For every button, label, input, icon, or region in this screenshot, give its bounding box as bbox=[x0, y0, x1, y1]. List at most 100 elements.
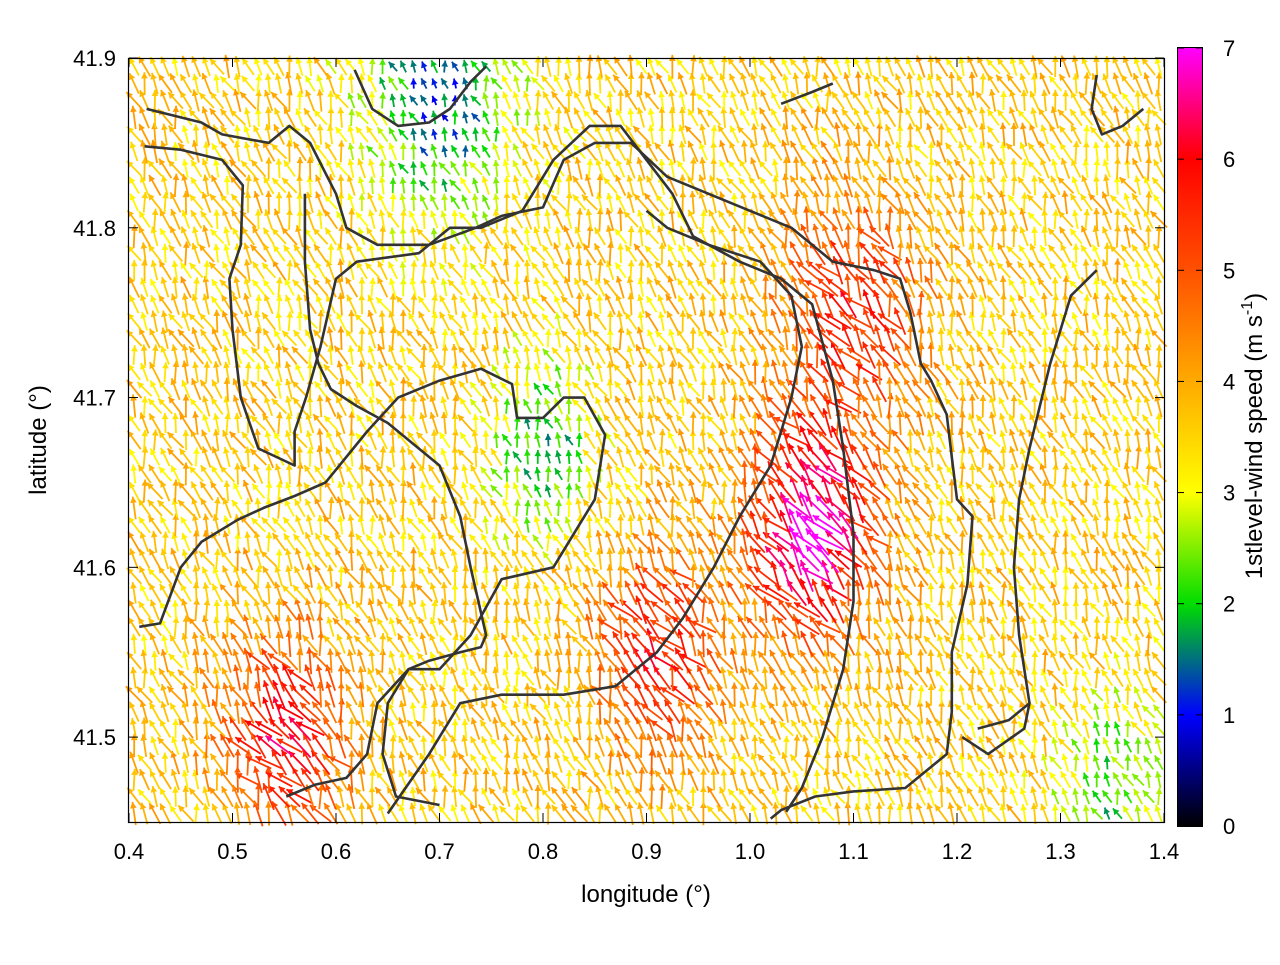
wind-vector bbox=[607, 379, 614, 399]
wind-vector bbox=[462, 261, 469, 280]
wind-vector bbox=[273, 697, 285, 727]
wind-vector bbox=[1113, 447, 1120, 467]
wind-vector bbox=[669, 496, 676, 519]
wind-vector bbox=[552, 771, 565, 788]
wind-vector bbox=[1113, 415, 1123, 431]
wind-vector bbox=[234, 533, 241, 552]
wind-vector bbox=[503, 142, 510, 161]
wind-vector bbox=[409, 415, 418, 431]
wind-vector bbox=[1104, 721, 1111, 736]
wind-vector bbox=[161, 277, 169, 297]
wind-vector bbox=[1114, 258, 1121, 282]
wind-vector bbox=[214, 600, 221, 620]
wind-vector bbox=[503, 159, 510, 177]
wind-vector bbox=[523, 91, 531, 110]
wind-vector bbox=[1114, 617, 1121, 636]
wind-vector bbox=[441, 179, 448, 192]
wind-vector bbox=[987, 586, 999, 601]
wind-vector bbox=[338, 326, 345, 350]
wind-vector bbox=[1125, 720, 1132, 737]
wind-vector bbox=[697, 348, 709, 363]
wind-vector bbox=[431, 496, 438, 519]
wind-vector bbox=[380, 446, 387, 468]
wind-vector bbox=[512, 311, 522, 331]
wind-vector bbox=[987, 278, 999, 296]
wind-vector bbox=[730, 430, 737, 450]
wind-vector bbox=[317, 310, 324, 332]
wind-vector bbox=[937, 210, 946, 229]
x-tick-label: 0.8 bbox=[528, 839, 559, 864]
wind-vector bbox=[678, 245, 686, 262]
wind-vector bbox=[555, 381, 561, 397]
wind-vector bbox=[1018, 739, 1030, 753]
wind-vector bbox=[368, 210, 375, 229]
wind-vector bbox=[730, 768, 737, 790]
wind-vector bbox=[336, 127, 347, 142]
wind-vector bbox=[1134, 516, 1141, 534]
wind-vector bbox=[1041, 226, 1048, 246]
wind-vector bbox=[368, 159, 375, 178]
wind-vector bbox=[407, 365, 421, 378]
wind-vector bbox=[1134, 209, 1141, 230]
wind-vector bbox=[864, 108, 874, 126]
wind-vector bbox=[199, 551, 214, 566]
wind-vector bbox=[596, 159, 603, 178]
wind-vector bbox=[400, 194, 407, 211]
wind-vector bbox=[1144, 396, 1152, 416]
wind-vector bbox=[407, 481, 420, 500]
wind-vector bbox=[1071, 295, 1082, 314]
wind-vector bbox=[409, 112, 419, 123]
wind-vector bbox=[1152, 178, 1165, 194]
wind-vector bbox=[534, 277, 541, 297]
wind-vector bbox=[1154, 261, 1164, 279]
wind-vector bbox=[355, 788, 369, 805]
wind-vector bbox=[255, 295, 262, 314]
wind-vector bbox=[128, 364, 140, 380]
wind-vector bbox=[514, 804, 521, 824]
wind-vector bbox=[935, 805, 948, 823]
wind-vector bbox=[1155, 755, 1163, 769]
wind-vector bbox=[191, 210, 201, 228]
wind-vector bbox=[420, 633, 427, 655]
wind-vector bbox=[1145, 191, 1152, 213]
wind-vector bbox=[586, 532, 593, 553]
wind-vector bbox=[648, 464, 655, 485]
wind-vector bbox=[213, 74, 220, 93]
wind-vector bbox=[417, 499, 431, 516]
wind-vector bbox=[533, 582, 541, 603]
wind-vector bbox=[543, 552, 553, 566]
wind-vector bbox=[461, 464, 468, 483]
wind-vector bbox=[1072, 684, 1079, 705]
wind-vector bbox=[730, 108, 739, 128]
wind-vector bbox=[564, 720, 573, 737]
wind-vector bbox=[399, 129, 408, 140]
wind-vector bbox=[150, 295, 158, 313]
wind-vector bbox=[647, 73, 655, 95]
wind-vector bbox=[162, 244, 169, 263]
wind-vector bbox=[874, 618, 886, 636]
wind-vector bbox=[1041, 734, 1048, 756]
wind-vector bbox=[1040, 517, 1049, 534]
wind-vector bbox=[150, 449, 159, 466]
wind-vector bbox=[470, 534, 482, 549]
wind-vector bbox=[1029, 482, 1040, 499]
wind-vector bbox=[460, 296, 471, 312]
wind-vector bbox=[431, 60, 437, 73]
wind-vector bbox=[483, 242, 490, 264]
wind-vector bbox=[1083, 125, 1090, 144]
wind-vector bbox=[626, 329, 635, 348]
wind-vector bbox=[534, 467, 541, 481]
wind-vector bbox=[1018, 516, 1031, 534]
wind-vector bbox=[411, 260, 418, 280]
wind-vector bbox=[410, 582, 417, 605]
wind-vector bbox=[272, 399, 287, 414]
wind-vector bbox=[574, 346, 583, 365]
wind-vector bbox=[897, 717, 904, 739]
wind-vector bbox=[586, 365, 594, 380]
colorbar-tick-label: 5 bbox=[1223, 258, 1235, 283]
wind-vector bbox=[679, 751, 686, 775]
wind-vector bbox=[957, 652, 968, 669]
wind-vector bbox=[325, 550, 336, 567]
wind-vector bbox=[502, 75, 511, 92]
wind-vector bbox=[1083, 345, 1090, 366]
